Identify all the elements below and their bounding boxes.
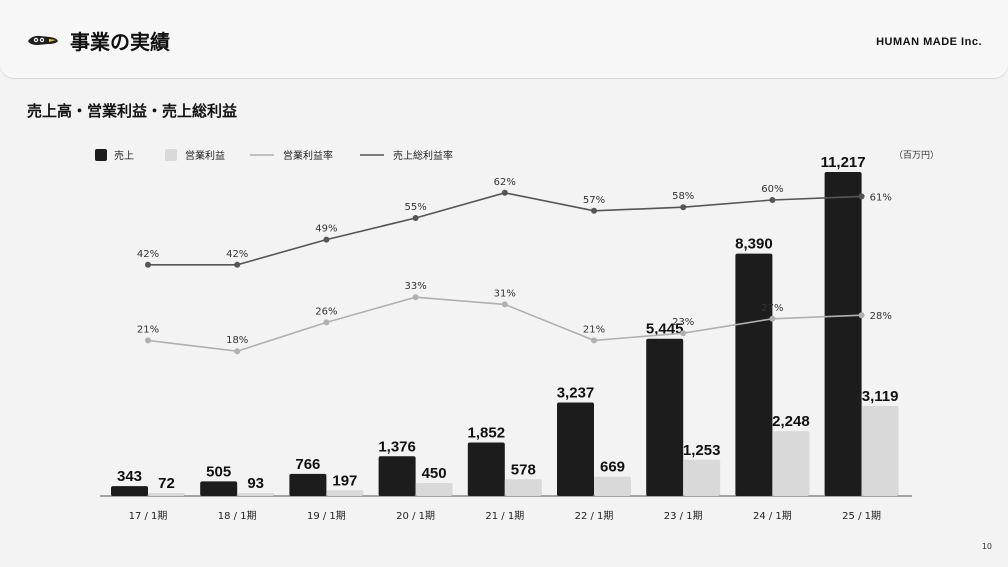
legend-label-operating-profit: 営業利益 — [185, 149, 225, 162]
header-bar: 事業の実績 HUMAN MADE Inc. — [0, 0, 1008, 78]
operating-profit-bar — [772, 431, 810, 496]
operating-margin-point — [234, 348, 241, 355]
operating-margin-point — [501, 301, 508, 308]
page-number: 10 — [981, 542, 992, 551]
section-title: 売上高・営業利益・売上総利益 — [27, 102, 238, 120]
operating-profit-bar — [504, 479, 542, 496]
sales-bar — [289, 473, 327, 496]
gross-margin-point — [769, 197, 776, 203]
x-tick-label: 21 / 1期 — [485, 510, 524, 522]
sales-bar — [646, 338, 684, 496]
sales-bar — [200, 481, 238, 496]
gross-margin-value-label: 42% — [137, 249, 159, 260]
legend-swatch-sales — [95, 149, 107, 161]
operating-margin-value-label: 26% — [315, 306, 337, 317]
operating-margin-value-label: 27% — [761, 303, 783, 314]
operating-profit-bar — [326, 490, 364, 496]
operating-margin-value-label: 21% — [583, 324, 605, 335]
operating-margin-value-label: 18% — [226, 335, 248, 346]
gross-margin-value-label: 60% — [761, 184, 783, 195]
gross-margin-value-label: 61% — [870, 192, 892, 203]
operating-margin-point — [145, 337, 151, 344]
operating-profit-value-label: 197 — [332, 472, 357, 489]
operating-margin-point — [323, 319, 330, 326]
x-tick-label: 22 / 1期 — [575, 510, 614, 522]
operating-profit-bar — [237, 493, 275, 496]
operating-margin-point — [680, 330, 687, 337]
x-tick-label: 19 / 1期 — [307, 510, 346, 522]
gross-margin-value-label: 57% — [583, 195, 605, 206]
sales-value-label: 8,390 — [735, 236, 773, 253]
x-tick-label: 17 / 1期 — [129, 510, 168, 522]
gross-margin-value-label: 62% — [494, 177, 516, 188]
sales-bar — [467, 442, 505, 496]
operating-profit-bar — [594, 476, 631, 496]
x-tick-label: 25 / 1期 — [842, 510, 881, 522]
sales-value-label: 766 — [295, 456, 320, 473]
operating-profit-value-label: 3,119 — [862, 388, 899, 405]
legend-label-sales: 売上 — [114, 149, 134, 162]
operating-profit-value-label: 669 — [600, 459, 625, 476]
operating-profit-value-label: 93 — [247, 475, 264, 492]
operating-margin-value-label: 31% — [494, 288, 516, 299]
sales-bar — [735, 253, 773, 496]
gross-margin-value-label: 42% — [226, 249, 248, 260]
sales-bar — [557, 402, 594, 496]
legend-label-operating-margin: 営業利益率 — [283, 149, 333, 162]
x-tick-label: 18 / 1期 — [218, 510, 257, 522]
gross-margin-point — [234, 261, 241, 268]
gross-margin-point — [145, 261, 151, 268]
sales-value-label: 3,237 — [557, 385, 595, 402]
operating-profit-bar — [861, 405, 899, 496]
operating-margin-value-label: 33% — [404, 281, 426, 292]
gross-margin-point — [680, 204, 687, 211]
gross-margin-value-label: 49% — [315, 224, 337, 235]
gross-margin-point — [591, 207, 597, 214]
operating-margin-point — [769, 315, 776, 322]
operating-profit-value-label: 1,253 — [683, 442, 721, 459]
operating-profit-value-label: 2,248 — [772, 413, 810, 430]
x-tick-label: 23 / 1期 — [664, 510, 703, 522]
sales-bar — [824, 172, 862, 496]
x-tick-label: 20 / 1期 — [396, 510, 435, 522]
operating-profit-value-label: 72 — [158, 475, 175, 492]
mascot-logo-icon — [28, 35, 58, 45]
operating-profit-value-label: 450 — [422, 465, 447, 482]
x-tick-label: 24 / 1期 — [753, 510, 792, 522]
gross-margin-point — [501, 189, 508, 196]
sales-value-label: 1,376 — [378, 438, 416, 455]
operating-margin-value-label: 21% — [137, 324, 159, 335]
operating-margin-value-label: 28% — [870, 311, 892, 322]
operating-profit-value-label: 578 — [511, 461, 536, 478]
sales-value-label: 1,852 — [468, 425, 506, 442]
page-title: 事業の実績 — [70, 30, 170, 54]
operating-margin-point — [591, 337, 597, 344]
brand-logo-text: HUMAN MADE Inc. — [876, 36, 982, 48]
gross-margin-point — [412, 215, 419, 221]
operating-margin-point — [412, 294, 419, 301]
gross-margin-value-label: 55% — [404, 202, 426, 213]
legend-swatch-operating-profit — [165, 149, 177, 161]
gross-margin-value-label: 58% — [672, 191, 694, 202]
operating-margin-point — [858, 312, 865, 319]
sales-bar — [111, 486, 148, 496]
sales-value-label: 11,217 — [821, 154, 866, 171]
operating-margin-value-label: 23% — [672, 317, 694, 328]
operating-profit-bar — [415, 483, 453, 496]
operating-profit-bar — [148, 493, 185, 496]
operating-profit-bar — [683, 459, 721, 496]
sales-bar — [378, 456, 416, 496]
gross-margin-point — [323, 236, 330, 243]
sales-value-label: 505 — [206, 463, 231, 480]
gross-margin-point — [858, 193, 865, 200]
legend-label-gross-margin: 売上総利益率 — [393, 149, 453, 162]
sales-value-label: 343 — [117, 468, 142, 485]
unit-label: （百万円） — [894, 151, 940, 161]
